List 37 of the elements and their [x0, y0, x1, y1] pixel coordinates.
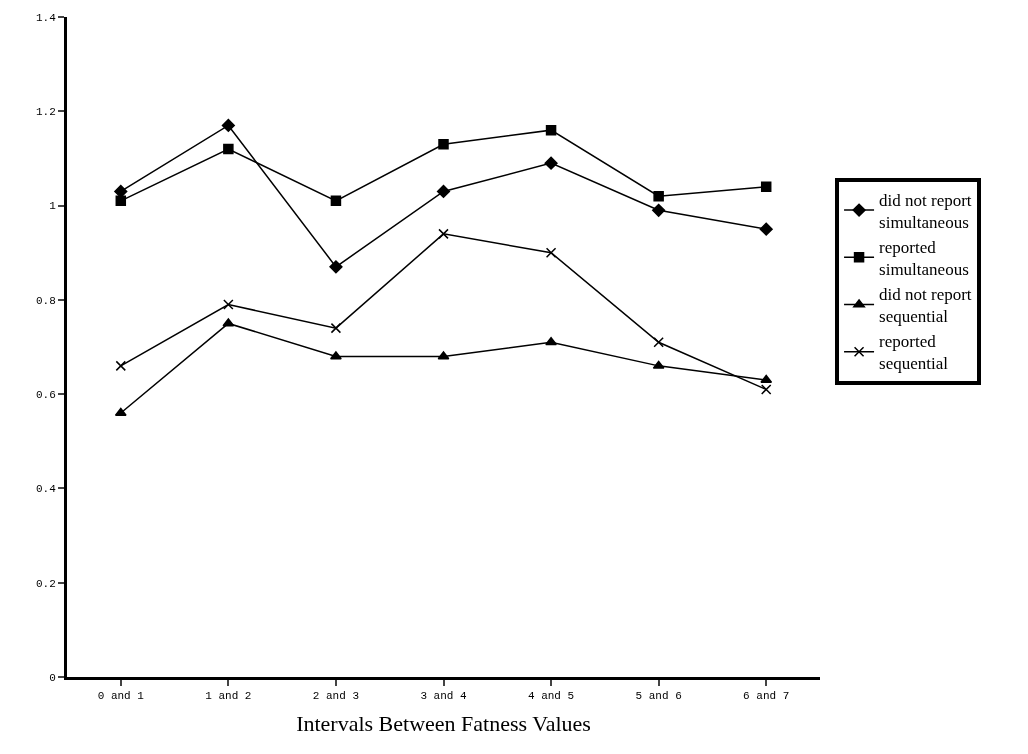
point — [759, 222, 773, 236]
x-tick-label: 6 and 7 — [743, 690, 790, 703]
point — [760, 384, 772, 395]
x-tick-label: 0 and 1 — [97, 690, 145, 703]
point — [653, 190, 664, 202]
y-tick-label: 0.6 — [35, 388, 56, 401]
x-tick-label: 4 and 5 — [527, 690, 575, 703]
y-tick-label: 0.2 — [35, 577, 56, 590]
point — [329, 260, 343, 274]
point — [221, 118, 235, 133]
y-tick-label: 0.4 — [35, 483, 57, 496]
x-tick-label: 5 and 6 — [635, 690, 682, 703]
point — [115, 360, 127, 372]
legend-label: reported sequential — [879, 332, 949, 374]
point — [653, 337, 664, 348]
y-tick-label: 1.4 — [35, 11, 57, 24]
x-tick-label: 3 and 4 — [420, 690, 467, 703]
point — [223, 299, 234, 310]
point — [115, 195, 127, 207]
point — [330, 195, 342, 207]
x-axis-title: Intervals Between Fatness Values — [296, 711, 591, 737]
point — [652, 203, 666, 217]
y-tick-label: 0.8 — [35, 294, 56, 307]
x-tick-label: 1 and 2 — [205, 690, 252, 703]
y-tick-label: 1 — [49, 200, 57, 213]
point — [760, 181, 772, 192]
y-tick-label: 0 — [49, 671, 56, 684]
point — [545, 247, 557, 258]
point — [438, 139, 449, 150]
point — [438, 228, 449, 240]
point — [436, 184, 451, 199]
x-tick-label: 2 and 3 — [312, 690, 360, 703]
point — [330, 322, 342, 334]
y-tick-label: 1.2 — [35, 106, 56, 119]
point — [544, 156, 558, 170]
point — [223, 143, 234, 155]
point — [545, 124, 557, 136]
